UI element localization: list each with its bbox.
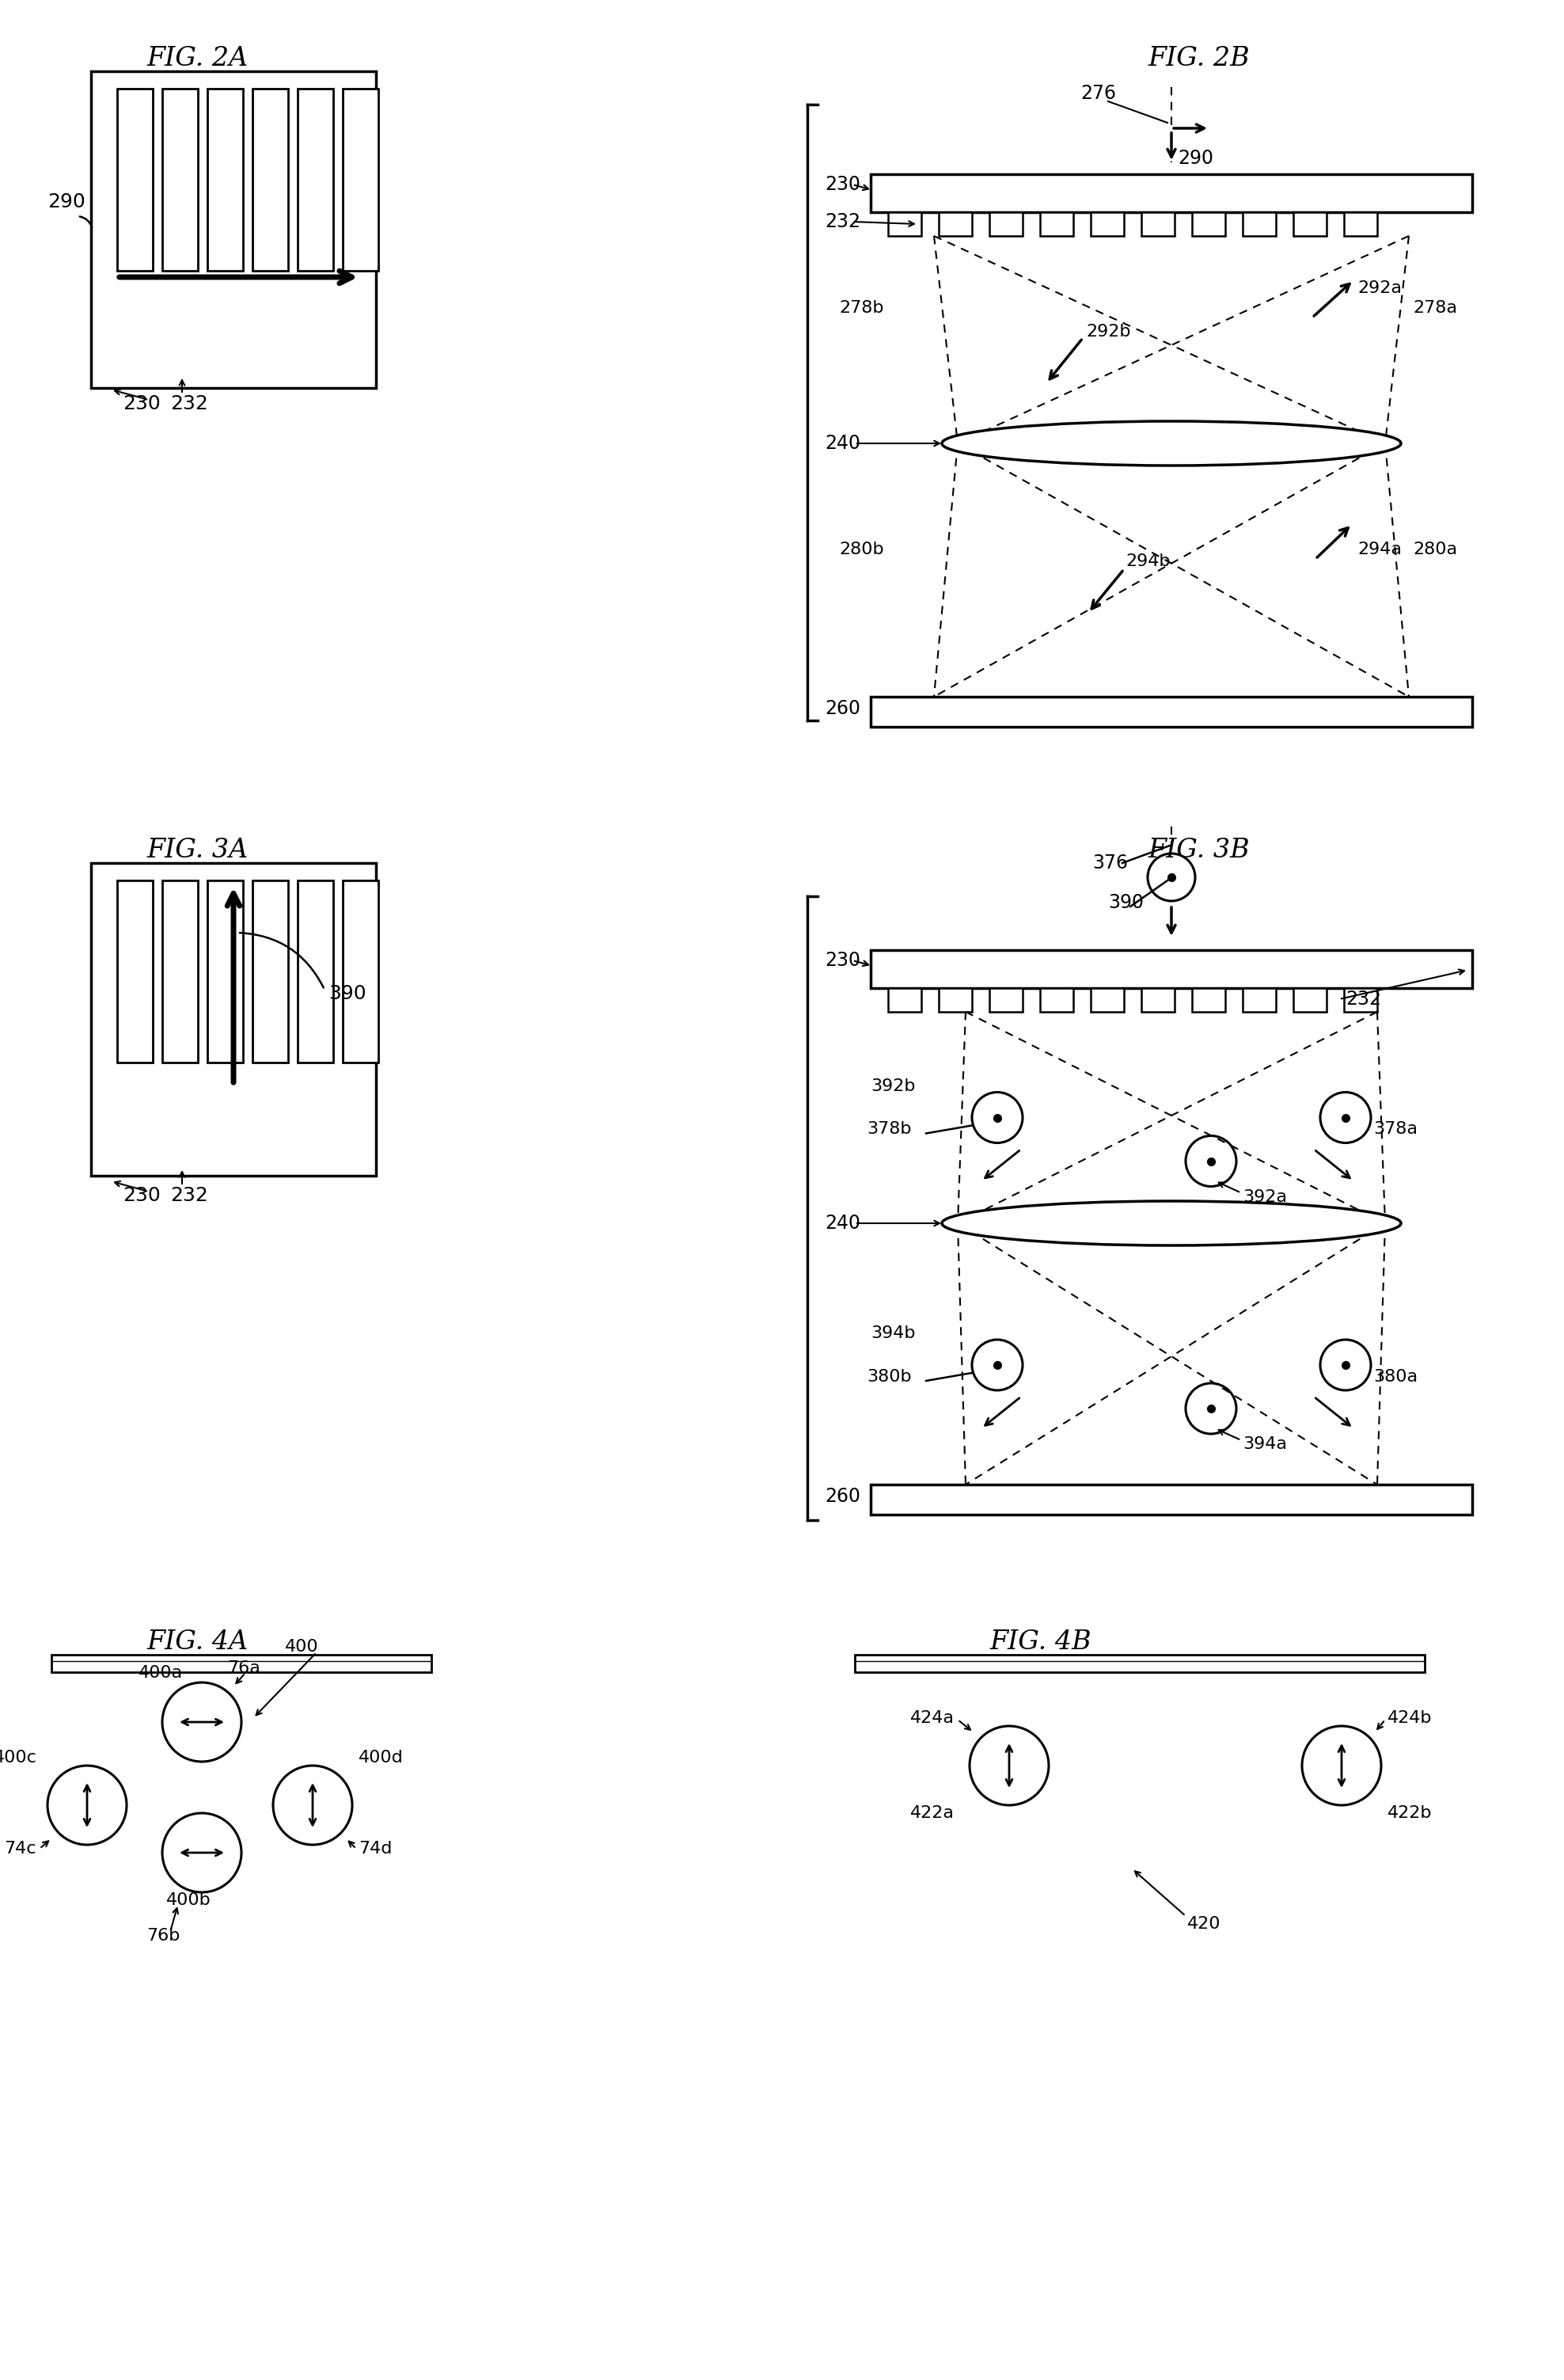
Text: 400c: 400c (0, 1749, 38, 1766)
Text: 230: 230 (824, 952, 860, 971)
Text: 390: 390 (328, 985, 366, 1002)
Text: 278b: 278b (838, 300, 884, 317)
Bar (1142, 988, 1175, 1012)
Text: 422a: 422a (910, 1804, 954, 1821)
Text: 378a: 378a (1373, 1121, 1417, 1138)
Bar (1040, 988, 1073, 1012)
Bar (1293, 212, 1326, 236)
Bar (117, 88, 153, 271)
Text: FIG. 2B: FIG. 2B (1148, 45, 1250, 71)
Text: 260: 260 (824, 1488, 860, 1507)
Text: 400b: 400b (166, 1892, 211, 1909)
Bar (888, 988, 921, 1012)
Text: 230: 230 (122, 1185, 161, 1204)
Text: 394b: 394b (871, 1326, 915, 1342)
Bar (1343, 988, 1378, 1012)
Text: 232: 232 (1345, 990, 1381, 1009)
Text: 240: 240 (824, 1214, 860, 1233)
Text: 294b: 294b (1126, 555, 1170, 569)
Bar (208, 88, 242, 271)
Text: 290: 290 (47, 193, 86, 212)
Bar (343, 881, 378, 1061)
Bar (252, 88, 288, 271)
Text: 400: 400 (285, 1640, 319, 1654)
Bar (163, 88, 199, 271)
Text: 292b: 292b (1085, 324, 1131, 340)
Text: FIG. 4B: FIG. 4B (990, 1630, 1092, 1654)
Text: 232: 232 (824, 212, 860, 231)
Bar (1040, 212, 1073, 236)
Bar (91, 864, 375, 1176)
Text: 230: 230 (122, 395, 161, 414)
Bar (163, 881, 199, 1061)
Text: 424a: 424a (910, 1711, 954, 1726)
Bar (52, 1654, 432, 1673)
Bar (1192, 212, 1225, 236)
Bar (938, 988, 971, 1012)
Bar (1090, 988, 1125, 1012)
Text: 280a: 280a (1412, 543, 1458, 557)
Text: 276: 276 (1081, 83, 1117, 102)
Bar (117, 881, 153, 1061)
Text: 230: 230 (824, 176, 860, 195)
Bar (252, 881, 288, 1061)
Text: 424b: 424b (1387, 1711, 1433, 1726)
Text: 76b: 76b (147, 1928, 180, 1944)
Text: FIG. 3A: FIG. 3A (147, 838, 249, 864)
Text: 378b: 378b (866, 1121, 912, 1138)
Bar (990, 212, 1023, 236)
Bar (91, 71, 375, 388)
Text: 380b: 380b (866, 1368, 912, 1385)
Bar (208, 881, 242, 1061)
Text: 394a: 394a (1243, 1435, 1287, 1452)
Bar (871, 174, 1472, 212)
Text: 400a: 400a (139, 1666, 183, 1680)
Bar (297, 88, 333, 271)
Text: 76a: 76a (227, 1661, 260, 1676)
Text: 74d: 74d (358, 1840, 393, 1856)
Bar (888, 212, 921, 236)
Bar (1192, 988, 1225, 1012)
Bar (1293, 988, 1326, 1012)
Text: 292a: 292a (1358, 281, 1401, 295)
Bar (1343, 212, 1378, 236)
Ellipse shape (942, 421, 1401, 466)
Text: 290: 290 (1178, 150, 1214, 169)
Bar (990, 988, 1023, 1012)
Bar (1142, 212, 1175, 236)
Ellipse shape (942, 1202, 1401, 1245)
Bar (1243, 988, 1276, 1012)
Text: 422b: 422b (1387, 1804, 1433, 1821)
Bar (297, 881, 333, 1061)
Text: 280b: 280b (838, 543, 884, 557)
Text: 240: 240 (824, 433, 860, 452)
Text: 390: 390 (1109, 892, 1143, 912)
Bar (871, 1485, 1472, 1514)
Text: 392b: 392b (871, 1078, 915, 1095)
Text: 392a: 392a (1243, 1190, 1287, 1204)
Text: FIG. 2A: FIG. 2A (147, 45, 249, 71)
Text: 260: 260 (824, 700, 860, 719)
Bar (1243, 212, 1276, 236)
Text: FIG. 4A: FIG. 4A (147, 1630, 249, 1654)
Text: 232: 232 (170, 1185, 208, 1204)
Text: 294a: 294a (1358, 543, 1401, 557)
Text: 232: 232 (170, 395, 208, 414)
Bar (938, 212, 971, 236)
Bar (871, 950, 1472, 988)
Text: FIG. 3B: FIG. 3B (1148, 838, 1250, 864)
Text: 376: 376 (1092, 854, 1128, 873)
Bar (871, 697, 1472, 726)
Bar (856, 1654, 1425, 1673)
Bar (1090, 212, 1125, 236)
Text: 278a: 278a (1412, 300, 1458, 317)
Text: 420: 420 (1187, 1916, 1221, 1933)
Text: 400d: 400d (358, 1749, 404, 1766)
Text: 74c: 74c (5, 1840, 36, 1856)
Text: 380a: 380a (1373, 1368, 1417, 1385)
Bar (343, 88, 378, 271)
